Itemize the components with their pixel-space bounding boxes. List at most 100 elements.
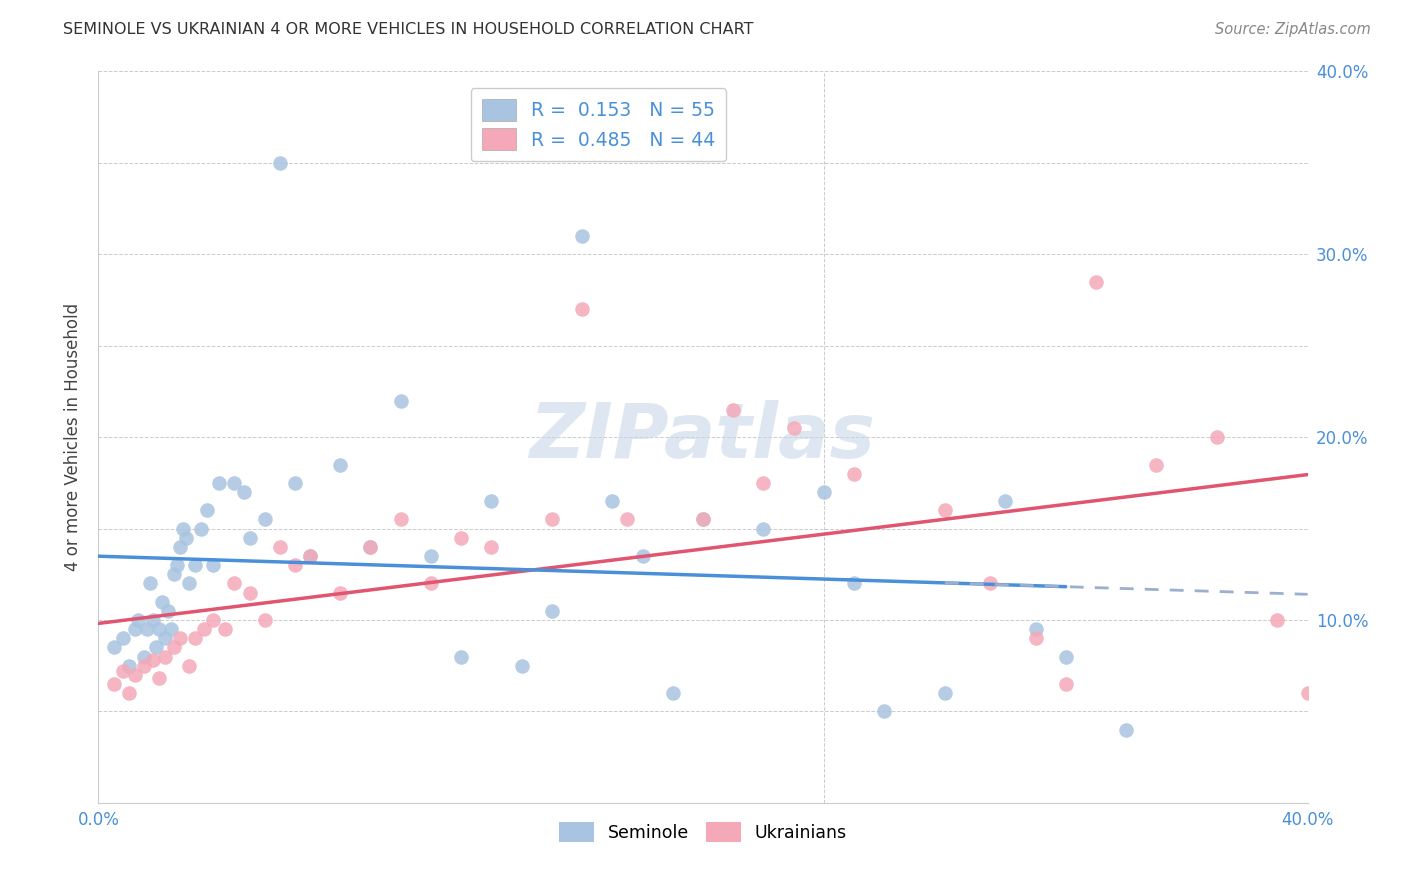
Point — [1024, 632, 1046, 646]
Point — [124, 622, 146, 636]
Point — [163, 567, 186, 582]
Point — [329, 585, 352, 599]
Point — [873, 705, 896, 719]
Point — [111, 664, 134, 678]
Point — [214, 622, 236, 636]
Point — [692, 512, 714, 526]
Point — [224, 475, 246, 490]
Point — [844, 576, 866, 591]
Point — [142, 653, 165, 667]
Point — [179, 576, 201, 591]
Point — [616, 512, 638, 526]
Point — [540, 604, 562, 618]
Point — [190, 521, 212, 535]
Point — [232, 485, 254, 500]
Point — [160, 622, 183, 636]
Point — [752, 521, 775, 535]
Point — [813, 485, 835, 500]
Point — [118, 658, 141, 673]
Point — [1024, 622, 1046, 636]
Point — [389, 512, 412, 526]
Y-axis label: 4 or more Vehicles in Household: 4 or more Vehicles in Household — [65, 303, 83, 571]
Point — [224, 576, 246, 591]
Point — [661, 686, 683, 700]
Point — [540, 512, 562, 526]
Point — [118, 686, 141, 700]
Point — [602, 494, 624, 508]
Point — [103, 677, 125, 691]
Point — [284, 475, 307, 490]
Point — [450, 531, 472, 545]
Point — [103, 640, 125, 655]
Point — [253, 613, 276, 627]
Point — [179, 658, 201, 673]
Point — [163, 640, 186, 655]
Text: Source: ZipAtlas.com: Source: ZipAtlas.com — [1215, 22, 1371, 37]
Point — [150, 594, 173, 608]
Point — [269, 540, 291, 554]
Point — [135, 622, 157, 636]
Point — [329, 458, 352, 472]
Point — [571, 229, 593, 244]
Point — [148, 672, 170, 686]
Point — [127, 613, 149, 627]
Point — [208, 475, 231, 490]
Point — [481, 494, 503, 508]
Point — [111, 632, 134, 646]
Point — [299, 549, 322, 563]
Point — [202, 613, 225, 627]
Point — [239, 531, 262, 545]
Text: SEMINOLE VS UKRAINIAN 4 OR MORE VEHICLES IN HOUSEHOLD CORRELATION CHART: SEMINOLE VS UKRAINIAN 4 OR MORE VEHICLES… — [63, 22, 754, 37]
Point — [132, 658, 155, 673]
Point — [723, 402, 745, 417]
Point — [184, 632, 207, 646]
Point — [148, 622, 170, 636]
Point — [1115, 723, 1137, 737]
Point — [389, 393, 412, 408]
Point — [153, 632, 176, 646]
Legend: Seminole, Ukrainians: Seminole, Ukrainians — [553, 815, 853, 849]
Point — [783, 421, 806, 435]
Point — [299, 549, 322, 563]
Point — [420, 576, 443, 591]
Point — [1054, 677, 1077, 691]
Point — [153, 649, 176, 664]
Point — [195, 503, 218, 517]
Point — [184, 558, 207, 573]
Point — [169, 632, 191, 646]
Point — [450, 649, 472, 664]
Point — [132, 649, 155, 664]
Point — [145, 640, 167, 655]
Point — [360, 540, 382, 554]
Point — [166, 558, 188, 573]
Point — [193, 622, 215, 636]
Point — [510, 658, 533, 673]
Point — [934, 503, 956, 517]
Point — [1085, 275, 1108, 289]
Point — [172, 521, 194, 535]
Point — [239, 585, 262, 599]
Point — [692, 512, 714, 526]
Point — [979, 576, 1001, 591]
Point — [1144, 458, 1167, 472]
Point — [844, 467, 866, 481]
Point — [139, 576, 162, 591]
Point — [156, 604, 179, 618]
Point — [169, 540, 191, 554]
Point — [142, 613, 165, 627]
Point — [420, 549, 443, 563]
Text: ZIPatlas: ZIPatlas — [530, 401, 876, 474]
Point — [1267, 613, 1289, 627]
Point — [1206, 430, 1229, 444]
Point — [360, 540, 382, 554]
Point — [269, 156, 291, 170]
Point — [752, 475, 775, 490]
Point — [253, 512, 276, 526]
Point — [934, 686, 956, 700]
Point — [571, 301, 593, 317]
Point — [481, 540, 503, 554]
Point — [631, 549, 654, 563]
Point — [174, 531, 197, 545]
Point — [1296, 686, 1319, 700]
Point — [124, 667, 146, 681]
